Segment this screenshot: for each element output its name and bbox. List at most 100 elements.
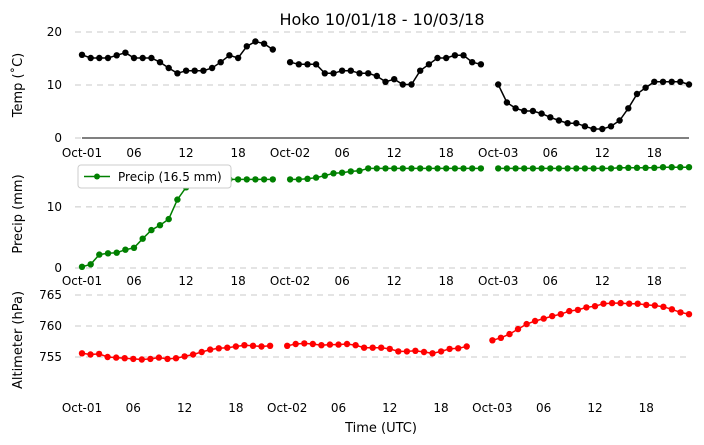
temp-x-tick-label: 06 (126, 146, 141, 160)
altimeter-data-point (318, 342, 325, 349)
precip-data-point (434, 165, 441, 172)
temp-data-point (451, 52, 459, 59)
altimeter-data-point (172, 355, 180, 362)
precip-data-point (252, 176, 259, 183)
altimeter-data-point (181, 353, 188, 360)
temp-x-tick-label: 06 (543, 146, 558, 160)
altimeter-data-point (335, 341, 342, 348)
temp-data-point (122, 49, 129, 56)
temp-data-point (581, 123, 589, 130)
temp-data-point (625, 105, 632, 112)
altimeter-series-line (492, 302, 690, 342)
precip-data-point (607, 165, 615, 172)
temp-data-point (78, 51, 86, 58)
precip-data-point (555, 165, 563, 172)
temp-data-point (555, 117, 563, 124)
precip-data-point (139, 235, 146, 242)
precip-ticks: 0 10 Oct-01 06 12 18 Oct-02 06 12 18 Oct-03 06 12 18 (47, 200, 662, 288)
temp-data-point (399, 81, 406, 88)
temp-data-point (304, 61, 311, 68)
temp-data-point (217, 59, 224, 66)
precip-x-tick-label: 12 (178, 274, 193, 288)
temp-data-point (616, 117, 623, 124)
precip-data-point (495, 165, 502, 172)
precip-data-point (521, 165, 528, 172)
temp-x-tick-label: 18 (647, 146, 662, 160)
legend-box (77, 164, 232, 189)
altimeter-data-point (284, 342, 291, 349)
precip-data-point (269, 176, 276, 183)
altimeter-data-point (266, 342, 274, 349)
altimeter-data-point (412, 347, 419, 354)
altimeter-data-point (164, 355, 171, 363)
precip-data-point (234, 176, 242, 183)
temp-data-point (538, 110, 545, 117)
altimeter-data-point (549, 312, 556, 320)
precip-data-point (165, 215, 172, 223)
temp-data-point (521, 107, 528, 115)
precip-data-point (365, 165, 372, 172)
altimeter-data-point (232, 343, 240, 350)
altimeter-data-point (155, 354, 163, 361)
altimeter-data-point (121, 355, 128, 362)
precip-data-point (529, 165, 537, 172)
temp-data-point (347, 67, 354, 74)
temp-x-tick-label: Oct-02 (270, 146, 310, 160)
altimeter-x-tick-label: 06 (536, 401, 551, 415)
altimeter-x-tick-label: 18 (639, 401, 654, 415)
altimeter-data-point (634, 300, 641, 307)
altimeter-data-point (130, 355, 137, 363)
altimeter-data-point (343, 340, 351, 348)
precip-data-point (260, 176, 268, 183)
altimeter-data-point (583, 304, 590, 311)
temp-data-point (382, 78, 389, 86)
legend-marker (94, 173, 100, 180)
altimeter-data-point (617, 299, 624, 307)
altimeter-data-point (643, 301, 650, 309)
temp-data-point (286, 59, 294, 66)
precip-data-point (581, 165, 589, 172)
altimeter-data-point (198, 348, 205, 356)
precip-data-point (451, 165, 459, 172)
temp-data-point (573, 120, 580, 127)
altimeter-data-point (591, 303, 599, 310)
precip-data-point (87, 261, 94, 268)
precip-x-tick-label: 06 (543, 274, 558, 288)
precip-data-point (391, 165, 398, 172)
temp-data-point (252, 38, 259, 45)
temp-series-line (497, 81, 690, 130)
precip-data-point (78, 263, 86, 270)
altimeter-data-point (420, 348, 428, 356)
temp-data-point (460, 52, 467, 59)
precip-x-tick-label: 18 (230, 274, 245, 288)
temp-data-point (338, 67, 346, 74)
altimeter-data-point (429, 350, 436, 357)
altimeter-data-point (386, 345, 393, 353)
temp-data-point (182, 67, 190, 74)
altimeter-data-point (668, 306, 676, 313)
precip-data-point (347, 168, 354, 175)
altimeter-x-tick-label: 06 (126, 401, 141, 415)
altimeter-data-point (189, 351, 197, 358)
temp-data-point (590, 125, 597, 133)
precip-data-point (573, 165, 580, 172)
altimeter-data-point (685, 311, 693, 318)
precip-data-point (243, 176, 250, 183)
altimeter-panel: Altimeter (hPa) 755 760 765 Oct-01 06 12 18 Oct… (11, 288, 693, 415)
precip-data-point (408, 165, 415, 172)
temp-data-point (564, 120, 571, 127)
temperature-panel: Temp (˚C) 0 10 20 Oct-01 06 12 18 Oct-02 06 12 18 O… (10, 25, 693, 160)
altimeter-data-point (574, 306, 582, 314)
altimeter-series (78, 299, 693, 363)
altimeter-x-tick-label: 12 (177, 401, 192, 415)
precip-data-point (599, 165, 606, 172)
temp-data-point (599, 125, 606, 133)
temp-data-point (408, 81, 415, 88)
precip-data-point (113, 249, 120, 256)
temp-y-axis-label: Temp (˚C) (10, 53, 26, 119)
temp-data-point (677, 78, 684, 86)
precip-grid (75, 206, 691, 269)
precip-data-point (590, 165, 597, 172)
altimeter-data-point (651, 302, 658, 309)
